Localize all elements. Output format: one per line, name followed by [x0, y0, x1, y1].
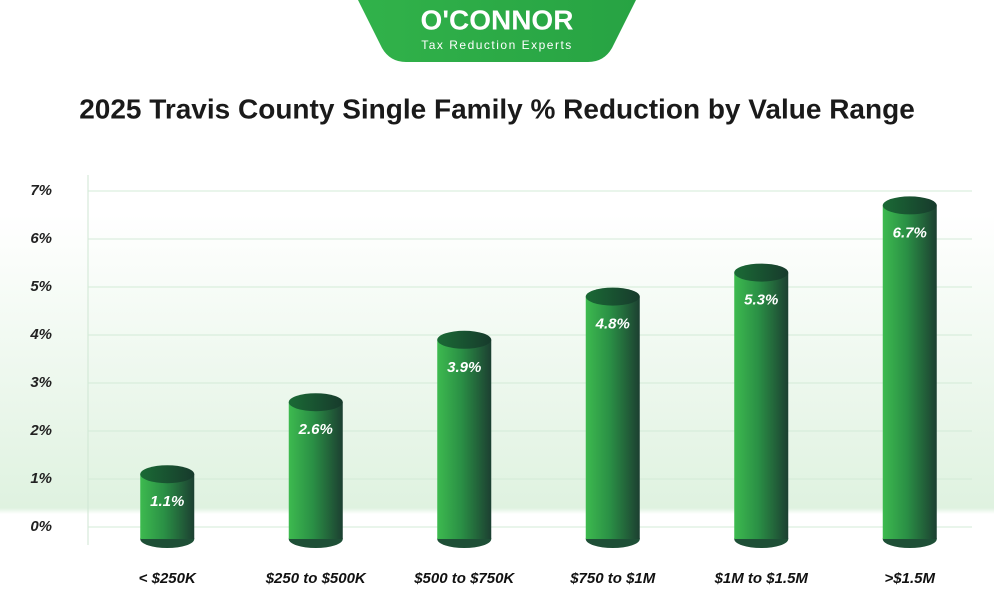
bar	[288, 393, 343, 548]
y-tick-label: 2%	[29, 422, 52, 439]
bar-body	[734, 272, 789, 539]
bar	[734, 263, 789, 548]
bar-cap	[585, 287, 640, 306]
bar-cap	[734, 263, 789, 282]
bar	[585, 287, 640, 548]
x-tick-label: $250 to $500K	[265, 570, 367, 587]
value-label: 6.7%	[893, 224, 927, 241]
y-tick-label: 4%	[29, 326, 52, 343]
bar	[140, 465, 195, 548]
bar-cap	[437, 330, 492, 349]
value-label: 1.1%	[150, 493, 184, 510]
y-tick-label: 7%	[30, 182, 52, 199]
chart-title: 2025 Travis County Single Family % Reduc…	[79, 93, 915, 124]
bar-body	[140, 474, 195, 539]
x-tick-label: $500 to $750K	[413, 570, 515, 587]
bar-cap	[140, 465, 195, 484]
value-label: 5.3%	[744, 292, 778, 309]
value-label: 3.9%	[447, 359, 481, 376]
x-tick-label: $750 to $1M	[569, 570, 656, 587]
value-label: 2.6%	[298, 421, 333, 438]
value-label: 4.8%	[595, 316, 630, 333]
bar-body	[288, 402, 343, 539]
bar	[437, 330, 492, 548]
bar-body	[437, 339, 492, 539]
x-tick-label: < $250K	[139, 570, 197, 587]
bar-cap	[288, 393, 343, 412]
logo-name: O'CONNOR	[421, 4, 574, 35]
bar	[882, 196, 937, 548]
x-tick-label: $1M to $1.5M	[714, 570, 809, 587]
bar-body	[882, 205, 937, 539]
logo-tagline: Tax Reduction Experts	[421, 38, 573, 52]
y-tick-label: 5%	[30, 278, 52, 295]
y-tick-label: 3%	[30, 374, 52, 391]
y-tick-label: 6%	[30, 230, 52, 247]
x-tick-label: >$1.5M	[885, 570, 936, 587]
y-tick-label: 1%	[30, 470, 52, 487]
logo-tab	[358, 0, 636, 62]
y-tick-label: 0%	[30, 518, 52, 535]
bar-body	[585, 296, 640, 539]
bar-cap	[882, 196, 937, 215]
